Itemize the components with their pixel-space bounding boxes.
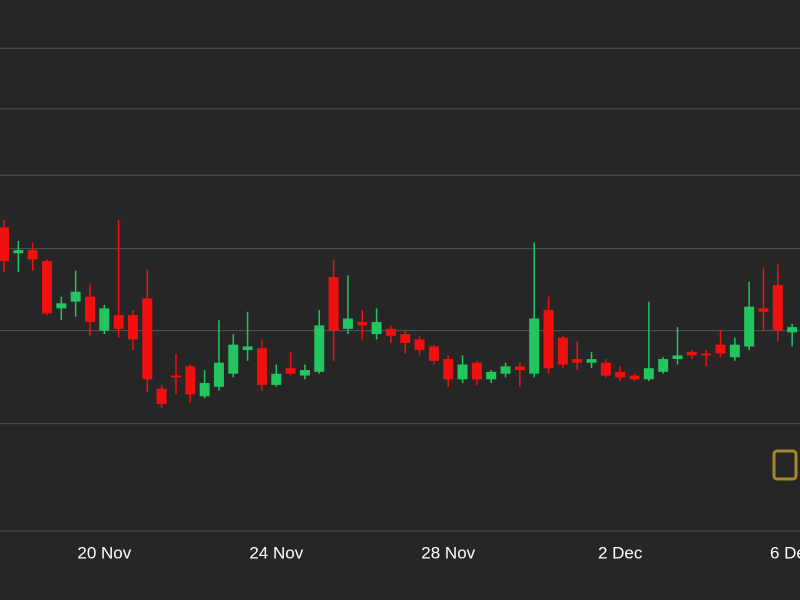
candle-body <box>772 285 783 331</box>
candle-body <box>299 370 310 376</box>
candle-body <box>256 348 267 385</box>
candle-body <box>443 359 454 380</box>
candles <box>0 219 798 408</box>
candle-body <box>715 344 726 354</box>
x-tick-label: 2 Dec <box>598 543 643 562</box>
candle-body <box>285 368 296 374</box>
candle-body <box>271 373 282 385</box>
candle-body <box>572 359 583 363</box>
candle-body <box>156 388 167 405</box>
candle-body <box>84 296 95 322</box>
candle-body <box>400 334 411 343</box>
candle-body <box>213 362 224 387</box>
candle-body <box>342 318 353 329</box>
candle-body <box>787 327 798 333</box>
candle-body <box>557 337 568 365</box>
candle-body <box>500 366 511 374</box>
x-tick-label: 24 Nov <box>249 543 303 562</box>
candle-body <box>314 325 325 372</box>
candle-body <box>242 346 253 351</box>
candle-body <box>170 375 181 378</box>
candle-body <box>643 368 654 380</box>
candle-body <box>127 315 138 340</box>
candle-body <box>27 250 38 260</box>
candle-body <box>371 321 382 335</box>
candle-body <box>41 261 52 314</box>
candle-body <box>113 315 124 329</box>
candle-body <box>701 353 712 356</box>
x-tick-label: 20 Nov <box>77 543 131 562</box>
candle-body <box>70 291 81 302</box>
candle-body <box>385 328 396 336</box>
candle-body <box>13 250 24 254</box>
candle-body <box>0 227 9 262</box>
candle-body <box>457 364 468 380</box>
candle-body <box>56 303 67 309</box>
x-tick-label: 28 Nov <box>421 543 475 562</box>
x-tick-label: 6 Dec <box>770 543 800 562</box>
candle-body <box>686 351 697 356</box>
candle-body <box>471 362 482 380</box>
logo <box>772 449 798 481</box>
candle-body <box>428 346 439 361</box>
candle-body <box>142 298 153 380</box>
candle-body <box>658 359 669 372</box>
candle-body <box>586 359 597 363</box>
candle-body <box>744 306 755 347</box>
candle-body <box>629 375 640 380</box>
x-axis: 20 Nov 24 Nov 28 Nov 2 Dec 6 Dec <box>77 543 800 562</box>
candle-body <box>228 344 239 374</box>
candle-body <box>414 339 425 351</box>
candle-body <box>729 344 740 358</box>
candle-body <box>514 366 525 371</box>
candle-body <box>357 321 368 326</box>
candle-body <box>328 277 339 331</box>
candle-body <box>486 371 497 380</box>
candle-body <box>185 366 196 395</box>
candle-body <box>529 318 540 374</box>
candle-body <box>99 308 110 331</box>
candle-body <box>543 310 554 369</box>
candle-body <box>615 371 626 378</box>
candle-body <box>600 362 611 376</box>
candle-body <box>758 308 769 312</box>
candle-body <box>199 383 210 397</box>
candle-body <box>672 355 683 360</box>
